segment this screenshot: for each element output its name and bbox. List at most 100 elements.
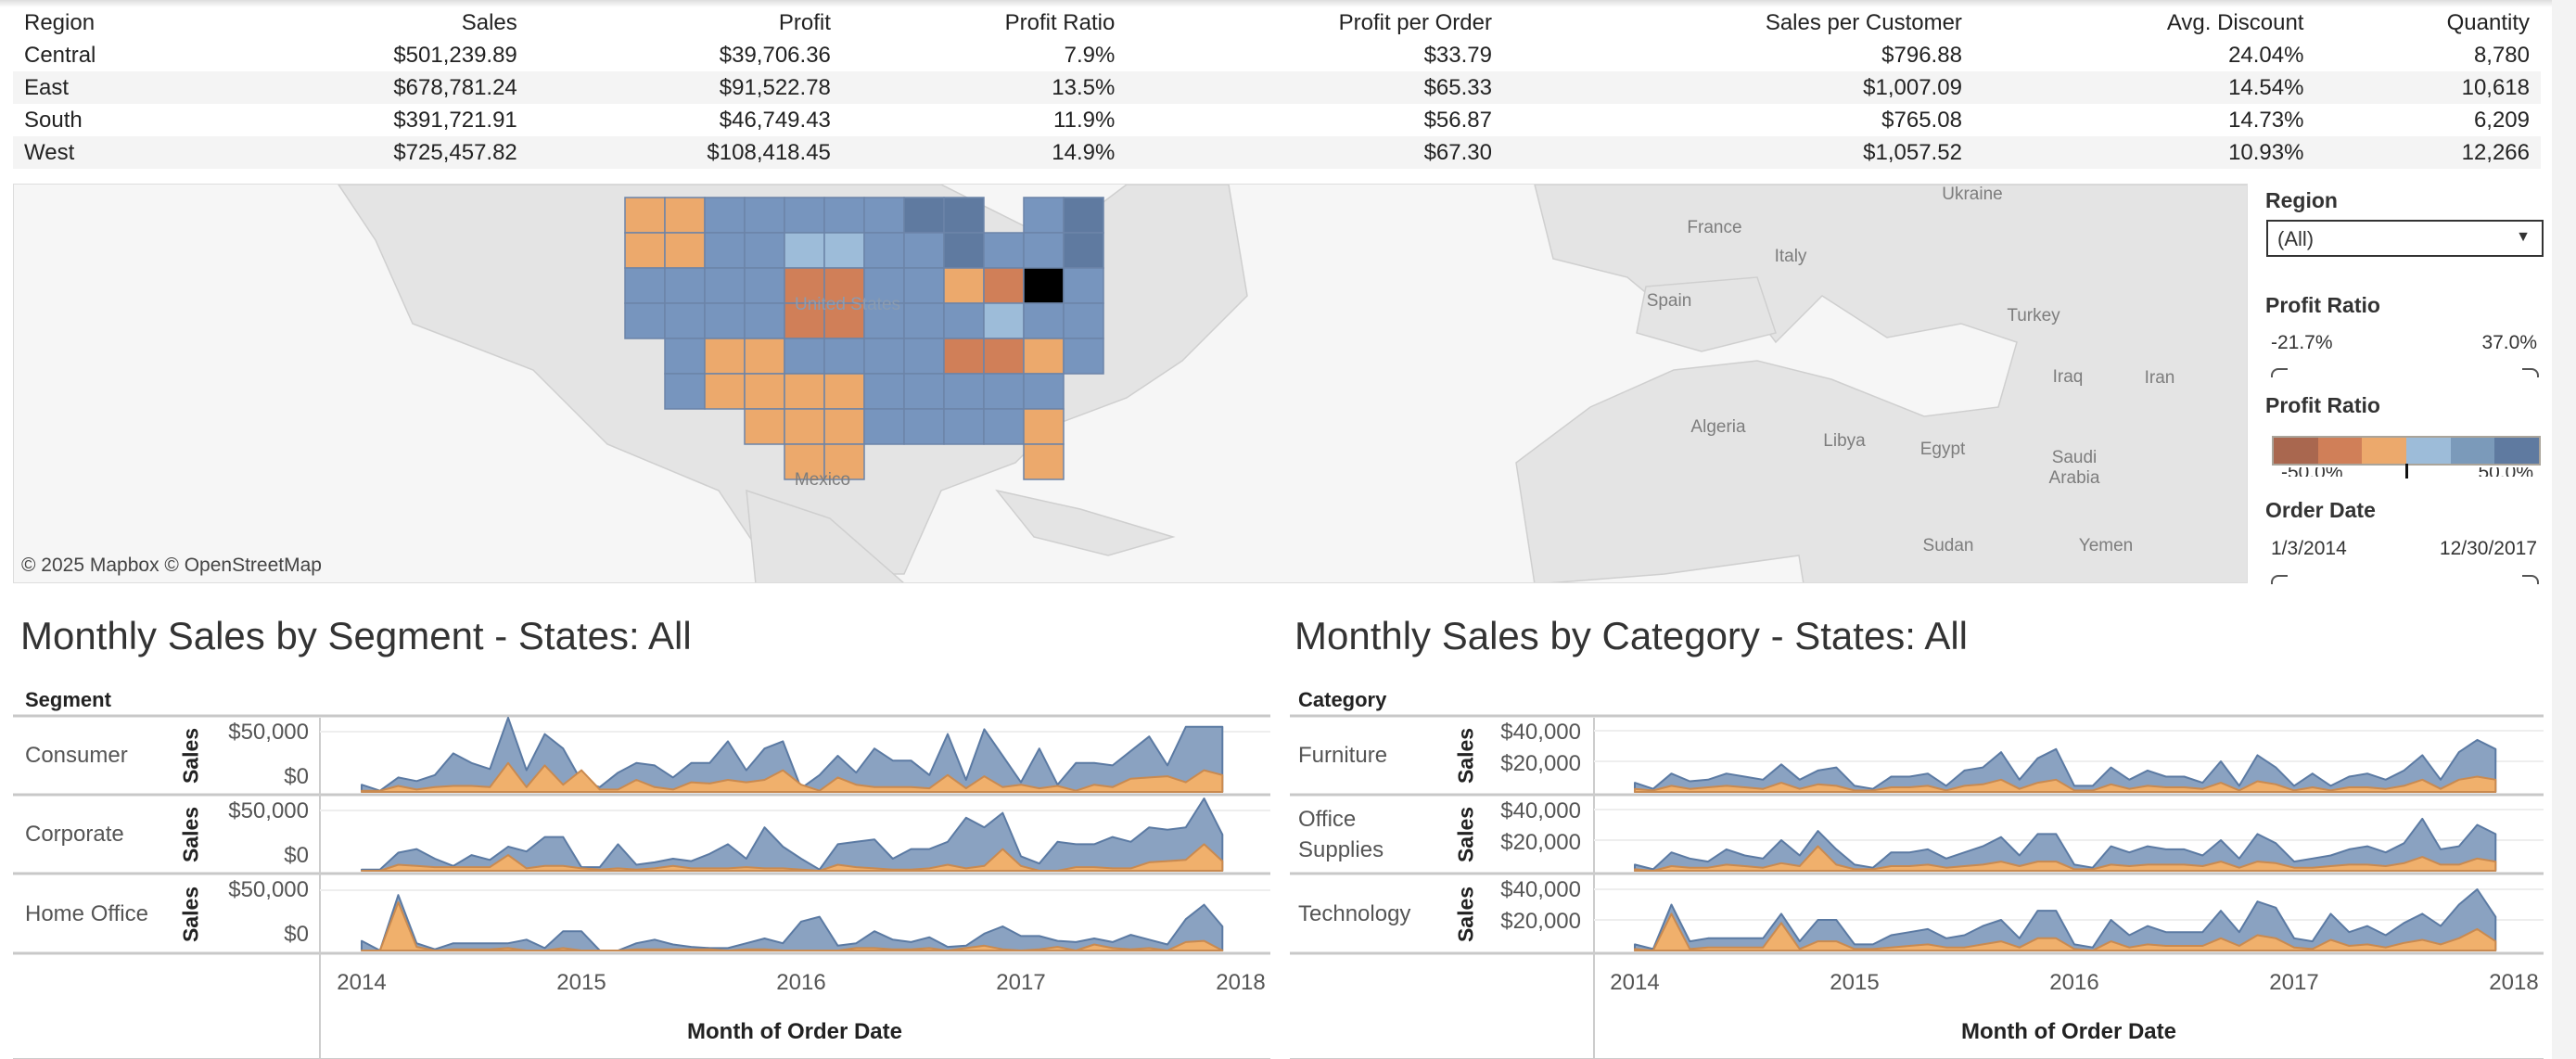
state-shape bbox=[903, 408, 945, 445]
table-cell: 14.9% bbox=[841, 136, 1127, 169]
y-tick-label: $20,000 bbox=[1500, 751, 1581, 776]
table-row[interactable]: West $725,457.82 $108,418.45 14.9% $67.30 $1,… bbox=[13, 136, 2541, 169]
table-cell: 24.04% bbox=[2228, 42, 2304, 68]
column-header[interactable]: Sales bbox=[461, 10, 517, 35]
order-date-slider-min-handle[interactable] bbox=[2271, 575, 2288, 584]
table-cell: South bbox=[24, 107, 83, 133]
category-row-header: Category bbox=[1298, 688, 1387, 711]
state-shape bbox=[784, 373, 825, 410]
state-shape bbox=[1063, 267, 1104, 304]
state-shape bbox=[983, 267, 1025, 304]
table-cell: 14.54% bbox=[1972, 71, 2315, 104]
column-header[interactable]: Quantity bbox=[2446, 10, 2530, 35]
state-shape bbox=[903, 302, 945, 339]
map-copyright[interactable]: © 2025 Mapbox © OpenStreetMap bbox=[21, 555, 322, 576]
row-label-line: Supplies bbox=[1298, 837, 1384, 862]
table-row[interactable]: Central $501,239.89 $39,706.36 7.9% $33.79 $7… bbox=[13, 39, 2541, 71]
state-shape bbox=[823, 267, 865, 304]
state-shape bbox=[1063, 302, 1104, 339]
profit-ratio-slider-min-handle[interactable] bbox=[2271, 368, 2288, 377]
home-office-orange-area bbox=[361, 901, 1224, 951]
state-shape bbox=[1023, 338, 1065, 375]
category-x-axis-title: Month of Order Date bbox=[1961, 1019, 2176, 1044]
y-tick-label: $0 bbox=[284, 843, 309, 868]
table-cell: $1,057.52 bbox=[1502, 136, 1973, 169]
state-shape bbox=[744, 197, 785, 234]
y-tick-label: $40,000 bbox=[1500, 798, 1581, 823]
map-canvas[interactable] bbox=[14, 185, 2248, 583]
furniture-orange-area bbox=[1634, 775, 2497, 793]
legend-color-step bbox=[2450, 438, 2495, 464]
table-cell: $796.88 bbox=[1881, 42, 1962, 68]
y-tick-label: $50,000 bbox=[228, 877, 309, 902]
legend-midpoint-marker bbox=[2405, 464, 2408, 478]
state-shape bbox=[1023, 232, 1065, 269]
table-cell: $67.30 bbox=[1126, 136, 1503, 169]
column-header[interactable]: Region bbox=[24, 10, 96, 35]
state-shape bbox=[1063, 232, 1104, 269]
region-filter-label: Region bbox=[2265, 188, 2338, 212]
table-row[interactable]: South $391,721.91 $46,749.43 11.9% $56.87 $76… bbox=[13, 104, 2541, 136]
table-cell: $1,007.09 bbox=[1502, 71, 1973, 104]
state-shape bbox=[784, 232, 825, 269]
state-shape bbox=[704, 338, 746, 375]
table-row[interactable]: East $678,781.24 $91,522.78 13.5% $65.33 $1,0… bbox=[13, 71, 2541, 104]
legend-color-step bbox=[2494, 438, 2540, 464]
column-header[interactable]: Sales per Customer bbox=[1765, 10, 1962, 35]
land-mass bbox=[1636, 276, 1777, 352]
x-tick-label: 2014 bbox=[1610, 970, 1660, 995]
segment-row-header: Segment bbox=[25, 688, 111, 711]
state-shape bbox=[1023, 408, 1065, 445]
map-label: Sudan bbox=[1922, 536, 1974, 555]
y-tick-label: $50,000 bbox=[228, 798, 309, 823]
top-shadow bbox=[0, 0, 2576, 7]
map-label: Mexico bbox=[794, 470, 851, 490]
column-header[interactable]: Profit Ratio bbox=[1004, 10, 1116, 35]
vertical-scrollbar[interactable] bbox=[2552, 0, 2576, 1059]
region-dropdown[interactable]: (All) ▼ bbox=[2266, 220, 2544, 257]
profit-ratio-slider-max-handle[interactable] bbox=[2522, 368, 2539, 377]
state-shape bbox=[983, 373, 1025, 410]
state-shape bbox=[784, 267, 825, 304]
state-shape bbox=[983, 302, 1025, 339]
map-label: United States bbox=[794, 295, 901, 314]
x-tick-label: 2014 bbox=[337, 970, 387, 995]
corporate-blue-area bbox=[361, 797, 1224, 872]
y-tick-label: $20,000 bbox=[1500, 909, 1581, 934]
y-tick-label: $50,000 bbox=[228, 720, 309, 745]
row-label-line: Office bbox=[1298, 807, 1357, 832]
table-cell: West bbox=[13, 136, 215, 169]
technology-orange-area bbox=[1634, 912, 2497, 951]
column-header[interactable]: Profit bbox=[778, 10, 831, 35]
x-tick-label: 2015 bbox=[1830, 970, 1880, 995]
profit-ratio-filter-label: Profit Ratio bbox=[2265, 293, 2380, 317]
table-cell: 7.9% bbox=[1064, 42, 1116, 68]
legend-color-step bbox=[2362, 438, 2407, 464]
table-cell: 6,209 bbox=[2473, 107, 2530, 133]
profit-ratio-color-legend bbox=[2272, 436, 2541, 466]
order-date-filter-label: Order Date bbox=[2265, 498, 2376, 522]
state-shape bbox=[823, 443, 865, 480]
state-shape bbox=[784, 197, 825, 234]
state-shape bbox=[943, 267, 985, 304]
legend-min: -50.0% bbox=[2281, 467, 2343, 477]
table-cell: $108,418.45 bbox=[528, 136, 842, 169]
profit-ratio-map[interactable]: Mexico United States France Italy Spain … bbox=[13, 184, 2248, 583]
legend-color-step bbox=[2317, 438, 2363, 464]
order-date-slider-max-handle[interactable] bbox=[2522, 575, 2539, 584]
table-cell: $91,522.78 bbox=[528, 71, 842, 104]
table-cell: Central bbox=[24, 42, 96, 68]
column-header[interactable]: Avg. Discount bbox=[2166, 10, 2304, 35]
y-axis-title: Sales bbox=[178, 727, 203, 785]
state-shape bbox=[903, 197, 945, 234]
table-cell: $46,749.43 bbox=[719, 107, 831, 133]
state-shape bbox=[823, 338, 865, 375]
state-shape bbox=[744, 408, 785, 445]
state-shape bbox=[1023, 302, 1065, 339]
state-shape bbox=[1023, 197, 1065, 234]
table-cell: 10.93% bbox=[1972, 136, 2315, 169]
map-label: Libya bbox=[1823, 431, 1866, 451]
column-header[interactable]: Profit per Order bbox=[1338, 10, 1492, 35]
legend-max: 50.0% bbox=[2478, 467, 2533, 477]
state-shape bbox=[1063, 197, 1104, 234]
